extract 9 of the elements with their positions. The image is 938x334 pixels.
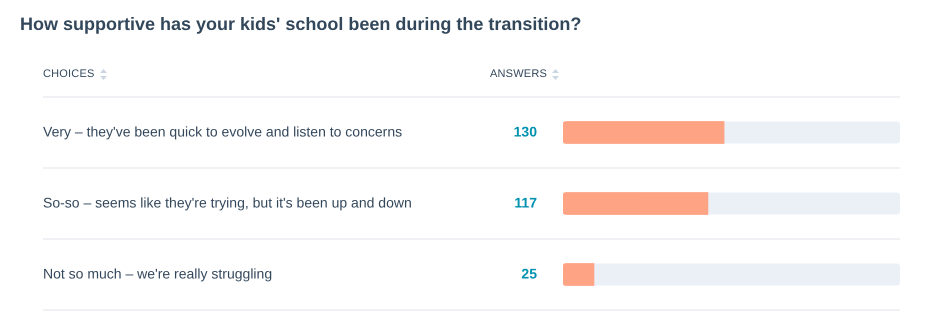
text: ANSWERS — [490, 68, 548, 80]
y-tick-label: Very – they've been quick to evolve and listen to concerns — [43, 123, 402, 140]
data-label: 25 — [521, 265, 538, 282]
data-label: 117 — [514, 194, 538, 210]
data-label: 130 — [514, 123, 538, 140]
text: How supportive has your kids' school been during the transition? — [20, 14, 582, 35]
text: CHOICES — [43, 68, 95, 80]
y-tick-label: Not so much – we're really struggling — [43, 265, 272, 282]
y-tick-label: So-so – seems like they're trying, but it's been up and down — [43, 194, 412, 210]
